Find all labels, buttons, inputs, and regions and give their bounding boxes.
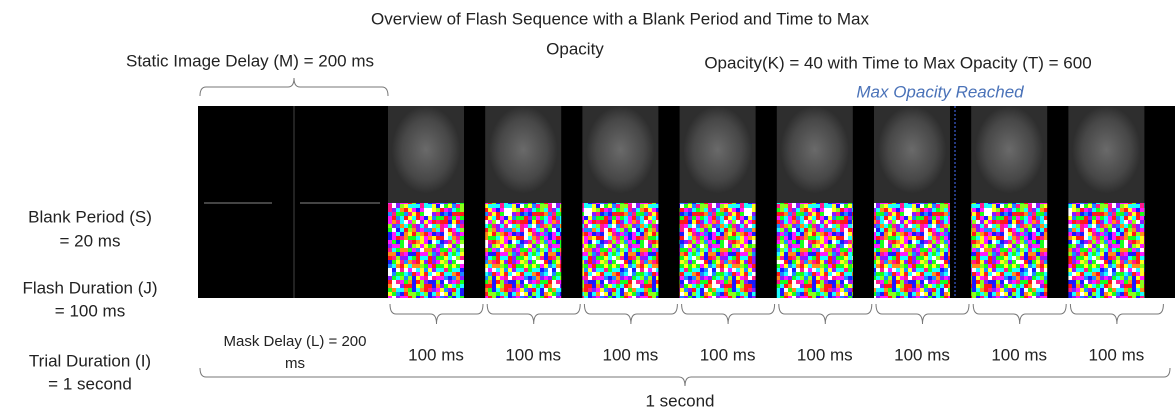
total-label: 1 second	[646, 391, 715, 410]
brace	[199, 77, 389, 97]
title: Opacity	[546, 39, 604, 58]
face-image	[1068, 106, 1145, 203]
brace	[778, 303, 873, 325]
duration-label: 100 ms	[797, 345, 853, 364]
face-image	[582, 106, 659, 203]
face-image	[776, 106, 853, 203]
duration-label: 100 ms	[894, 345, 950, 364]
side-label: Blank Period (S)	[28, 207, 152, 226]
brace	[681, 303, 776, 325]
brace	[199, 367, 1171, 387]
opacity-label: Opacity(K) = 40 with Time to Max Opacity…	[704, 53, 1091, 72]
face-image	[971, 106, 1048, 203]
brace	[486, 303, 581, 325]
duration-label: 100 ms	[700, 345, 756, 364]
brace	[972, 303, 1067, 325]
face-image	[679, 106, 756, 203]
mask-image	[971, 203, 1048, 298]
mask-image	[679, 203, 756, 298]
mask-delay-label: Mask Delay (L) = 200	[224, 333, 367, 350]
duration-label: 100 ms	[505, 345, 561, 364]
side-label: = 1 second	[48, 374, 132, 393]
side-label: Trial Duration (I)	[29, 351, 151, 370]
side-label: = 100 ms	[55, 301, 125, 320]
mask-image	[485, 203, 562, 298]
brace	[875, 303, 970, 325]
duration-label: 100 ms	[1089, 345, 1145, 364]
duration-label: 100 ms	[991, 345, 1047, 364]
mask-image	[776, 203, 853, 298]
brace	[389, 303, 484, 325]
mask-image	[388, 203, 464, 298]
side-label: = 20 ms	[60, 231, 121, 250]
duration-label: 100 ms	[603, 345, 659, 364]
face-image	[874, 106, 950, 203]
mask-delay-label: ms	[285, 355, 305, 372]
max-opacity-label: Max Opacity Reached	[856, 82, 1024, 101]
static-delay-label: Static Image Delay (M) = 200 ms	[126, 51, 374, 70]
face-image	[485, 106, 562, 203]
mask-image	[874, 203, 950, 298]
mask-image	[582, 203, 659, 298]
brace	[583, 303, 678, 325]
mask-image	[1068, 203, 1145, 298]
title: Overview of Flash Sequence with a Blank …	[371, 9, 869, 28]
side-label: Flash Duration (J)	[22, 278, 157, 297]
duration-label: 100 ms	[408, 345, 464, 364]
brace	[1069, 303, 1164, 325]
face-image	[388, 106, 464, 203]
